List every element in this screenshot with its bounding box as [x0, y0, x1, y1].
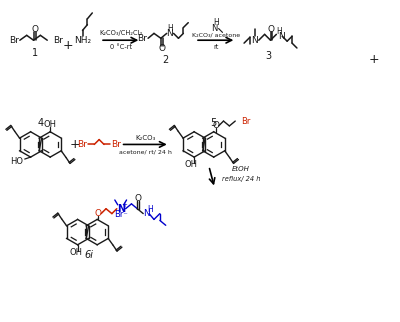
Text: Br: Br	[53, 36, 63, 45]
Text: 4: 4	[37, 118, 44, 128]
Text: 2: 2	[163, 55, 169, 65]
Text: EtOH: EtOH	[232, 166, 250, 172]
Text: N: N	[212, 24, 218, 33]
Text: O: O	[135, 194, 142, 203]
Text: 3: 3	[266, 51, 272, 61]
Text: O: O	[268, 25, 275, 34]
Text: H: H	[147, 205, 153, 214]
Text: Br: Br	[111, 140, 121, 149]
Text: +: +	[369, 53, 380, 66]
Text: H: H	[168, 24, 174, 33]
Text: reflux/ 24 h: reflux/ 24 h	[222, 176, 260, 182]
Text: 5: 5	[210, 118, 217, 128]
Text: O: O	[95, 209, 102, 218]
Text: Br⁻: Br⁻	[114, 210, 128, 219]
Text: N: N	[278, 32, 285, 41]
Text: K₂CO₃/CH₂Cl₂: K₂CO₃/CH₂Cl₂	[99, 30, 142, 36]
Text: NH₂: NH₂	[74, 36, 91, 45]
Text: OH: OH	[44, 120, 57, 129]
Text: N: N	[166, 29, 173, 38]
Text: OH: OH	[185, 160, 198, 169]
Text: 1: 1	[32, 48, 38, 58]
Text: H: H	[276, 27, 282, 36]
Text: O: O	[158, 44, 165, 53]
Text: Br: Br	[9, 36, 19, 45]
Text: 6i: 6i	[85, 250, 94, 260]
Text: +: +	[62, 39, 73, 52]
Text: N: N	[252, 36, 258, 45]
Text: +: +	[122, 202, 128, 208]
Text: +: +	[69, 138, 80, 151]
Text: N: N	[117, 204, 125, 214]
Text: OH: OH	[69, 248, 82, 257]
Text: Br: Br	[241, 117, 250, 126]
Text: 0 °C-rt: 0 °C-rt	[110, 44, 132, 50]
Text: O: O	[212, 121, 219, 130]
Text: N: N	[143, 209, 150, 218]
Text: HO: HO	[10, 156, 23, 166]
Text: rt: rt	[213, 44, 218, 50]
Text: H: H	[213, 18, 218, 27]
Text: Br: Br	[78, 140, 87, 149]
Text: O: O	[31, 25, 38, 34]
Text: Br: Br	[137, 34, 147, 43]
Text: K₂CO₃: K₂CO₃	[135, 135, 155, 141]
Text: acetone/ rt/ 24 h: acetone/ rt/ 24 h	[119, 150, 172, 155]
Text: K₂CO₃/ acetone: K₂CO₃/ acetone	[192, 33, 240, 38]
